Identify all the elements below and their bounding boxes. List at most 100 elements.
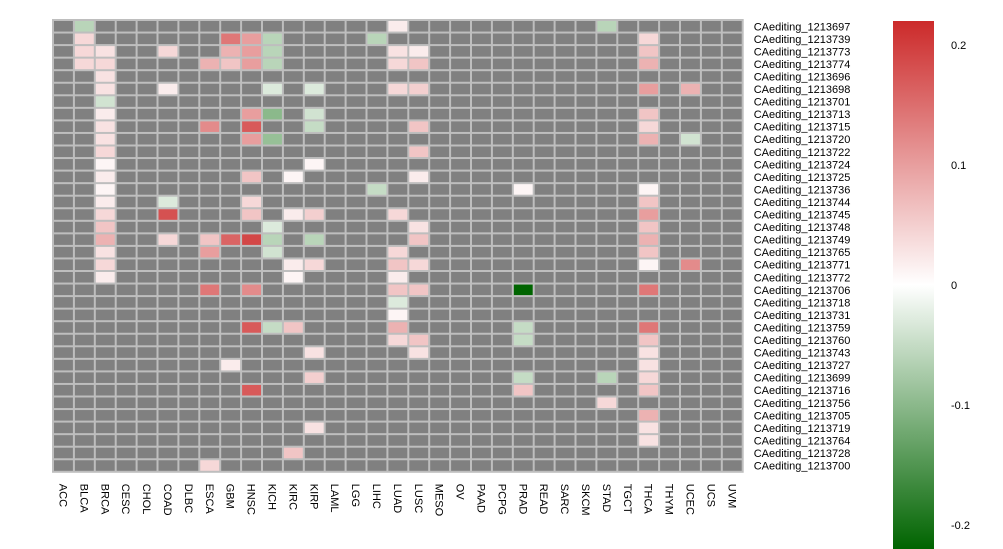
heatmap-cell: CAediting_1213701 / BLCA: NA — [74, 96, 94, 107]
row-label: CAediting_1213706 — [754, 285, 851, 297]
heatmap-cell: CAediting_1213773 / LIHC: NA — [367, 46, 387, 57]
heatmap-cell: CAediting_1213698 / UCEC: 0.08 — [681, 83, 700, 95]
heatmap-cell: CAediting_1213749 / OV: NA — [451, 234, 470, 245]
heatmap-cell: CAediting_1213699 / DLBC: NA — [179, 372, 199, 383]
heatmap-cell: CAediting_1213745 / ACC: NA — [54, 209, 73, 220]
heatmap-cell: CAediting_1213700 / CHOL: NA — [137, 460, 157, 471]
heatmap-cell: CAediting_1213749 / COAD: 0.04 — [158, 234, 178, 245]
heatmap-cell: CAediting_1213756 / COAD: NA — [158, 397, 178, 409]
heatmap-cell: CAediting_1213760 / BRCA: NA — [95, 334, 115, 346]
heatmap-cell: CAediting_1213719 / LIHC: NA — [367, 422, 387, 434]
heatmap-cell: CAediting_1213748 / READ: NA — [534, 221, 554, 233]
heatmap-cell: CAediting_1213736 / OV: NA — [451, 184, 470, 195]
heatmap-cell: CAediting_1213772 / CESC: NA — [116, 272, 136, 283]
heatmap-cell: CAediting_1213719 / BRCA: NA — [95, 422, 115, 434]
heatmap-cell: CAediting_1213720 / SKCM: NA — [576, 133, 596, 145]
heatmap-cell: CAediting_1213765 / BRCA: 0.03 — [95, 246, 115, 258]
heatmap-cell: CAediting_1213728 / PAAD: NA — [472, 447, 491, 459]
heatmap-cell: CAediting_1213765 / UVM: NA — [722, 246, 742, 258]
heatmap-cell: CAediting_1213728 / PRAD: NA — [513, 447, 533, 459]
heatmap-cell: CAediting_1213743 / BLCA: NA — [74, 347, 94, 358]
heatmap-cell: CAediting_1213773 / UCEC: NA — [681, 46, 700, 57]
heatmap-cell: CAediting_1213705 / SKCM: NA — [576, 410, 596, 421]
heatmap-cell: CAediting_1213722 / TGCT: NA — [618, 146, 638, 158]
heatmap-cell: CAediting_1213743 / MESO: NA — [430, 347, 450, 358]
heatmap-cell: CAediting_1213727 / PRAD: NA — [513, 359, 533, 371]
heatmap-cell: CAediting_1213724 / THYM: NA — [660, 159, 679, 170]
heatmap-cell: CAediting_1213756 / PAAD: NA — [472, 397, 491, 409]
heatmap-cell: CAediting_1213718 / STAD: NA — [597, 297, 617, 308]
heatmap-cell: CAediting_1213706 / LAML: NA — [325, 284, 345, 296]
heatmap-cell: CAediting_1213696 / UCEC: NA — [681, 71, 700, 82]
heatmap-cell: CAediting_1213701 / READ: NA — [534, 96, 554, 107]
heatmap-cell: CAediting_1213716 / PRAD: 0.06 — [513, 384, 533, 396]
heatmap-cell: CAediting_1213728 / LIHC: NA — [367, 447, 387, 459]
heatmap-cell: CAediting_1213745 / PAAD: NA — [472, 209, 491, 220]
heatmap-cell: CAediting_1213713 / MESO: NA — [430, 108, 450, 120]
heatmap-cell: CAediting_1213699 / THYM: NA — [660, 372, 679, 383]
heatmap-cell: CAediting_1213716 / MESO: NA — [430, 384, 450, 396]
heatmap-cell: CAediting_1213698 / DLBC: NA — [179, 83, 199, 95]
heatmap-cell: CAediting_1213700 / TGCT: NA — [618, 460, 638, 471]
heatmap-cell: CAediting_1213698 / KIRC: NA — [283, 83, 303, 95]
heatmap-cell: CAediting_1213719 / OV: NA — [451, 422, 470, 434]
heatmap-cell: CAediting_1213749 / TGCT: NA — [618, 234, 638, 245]
heatmap-cell: CAediting_1213715 / THYM: NA — [660, 121, 679, 132]
column-label: SARC — [558, 484, 570, 515]
heatmap-cell: CAediting_1213744 / BRCA: 0.02 — [95, 196, 115, 208]
heatmap-cell: CAediting_1213697 / MESO: NA — [430, 21, 450, 32]
heatmap-cell: CAediting_1213700 / HNSC: NA — [242, 460, 261, 471]
heatmap-cell: CAediting_1213725 / COAD: NA — [158, 171, 178, 183]
heatmap-cell: CAediting_1213743 / SARC: NA — [555, 347, 575, 358]
heatmap-cell: CAediting_1213756 / LIHC: NA — [367, 397, 387, 409]
heatmap-cell: CAediting_1213718 / ACC: NA — [54, 297, 73, 308]
heatmap-cell: CAediting_1213701 / GBM: NA — [221, 96, 241, 107]
heatmap-cell: CAediting_1213718 / PAAD: NA — [472, 297, 491, 308]
heatmap-cell: CAediting_1213720 / SARC: NA — [555, 133, 575, 145]
heatmap-cell: CAediting_1213698 / LUAD: 0.04 — [388, 83, 408, 95]
heatmap-cell: CAediting_1213722 / CHOL: NA — [137, 146, 157, 158]
heatmap-cell: CAediting_1213743 / TGCT: NA — [618, 347, 638, 358]
heatmap-cell: CAediting_1213773 / BLCA: 0.04 — [74, 46, 94, 57]
heatmap-cell: CAediting_1213765 / KIRC: NA — [283, 246, 303, 258]
heatmap-cell: CAediting_1213759 / HNSC: 0.17 — [242, 322, 261, 333]
heatmap-cell: CAediting_1213705 / KIRP: NA — [304, 410, 324, 421]
legend-tick-label: 0.1 — [951, 160, 966, 172]
heatmap-cell: CAediting_1213759 / DLBC: NA — [179, 322, 199, 333]
heatmap-cell: CAediting_1213772 / BLCA: NA — [74, 272, 94, 283]
heatmap-cell: CAediting_1213713 / TGCT: NA — [618, 108, 638, 120]
heatmap-cell: CAediting_1213759 / PRAD: -0.05 — [513, 322, 533, 333]
heatmap-cell: CAediting_1213697 / DLBC: NA — [179, 21, 199, 32]
heatmap-cell: CAediting_1213725 / BLCA: NA — [74, 171, 94, 183]
heatmap-cell: CAediting_1213701 / UCS: NA — [701, 96, 721, 107]
heatmap-cell: CAediting_1213698 / CESC: NA — [116, 83, 136, 95]
heatmap-cell: CAediting_1213705 / ACC: NA — [54, 410, 73, 421]
heatmap-cell: CAediting_1213720 / UCS: NA — [701, 133, 721, 145]
heatmap-cell: CAediting_1213744 / BLCA: NA — [74, 196, 94, 208]
heatmap-cell: CAediting_1213774 / PCPG: NA — [492, 58, 512, 70]
heatmap-cell: CAediting_1213699 / BRCA: NA — [95, 372, 115, 383]
heatmap-cell: CAediting_1213748 / SKCM: NA — [576, 221, 596, 233]
heatmap-cell: CAediting_1213759 / COAD: NA — [158, 322, 178, 333]
heatmap-cell: CAediting_1213696 / ESCA: NA — [200, 71, 220, 82]
heatmap-cell: CAediting_1213771 / STAD: NA — [597, 259, 617, 270]
heatmap-cell: CAediting_1213764 / KICH: NA — [263, 435, 282, 446]
heatmap-cell: CAediting_1213696 / TGCT: NA — [618, 71, 638, 82]
heatmap-cell: CAediting_1213719 / KICH: NA — [263, 422, 282, 434]
heatmap-cell: CAediting_1213697 / KIRC: NA — [283, 21, 303, 32]
heatmap-cell: CAediting_1213716 / SKCM: NA — [576, 384, 596, 396]
heatmap-cell: CAediting_1213701 / KIRC: NA — [283, 96, 303, 107]
heatmap-cell: CAediting_1213745 / UVM: NA — [722, 209, 742, 220]
row-label: CAediting_1213705 — [754, 410, 851, 422]
heatmap-cell: CAediting_1213731 / PAAD: NA — [472, 309, 491, 321]
heatmap-cell: CAediting_1213744 / KIRP: NA — [304, 196, 324, 208]
heatmap-cell: CAediting_1213773 / PAAD: NA — [472, 46, 491, 57]
heatmap-cell: CAediting_1213748 / THCA: 0.06 — [639, 221, 659, 233]
heatmap-cell: CAediting_1213705 / UCS: NA — [701, 410, 721, 421]
heatmap-cell: CAediting_1213728 / LUAD: NA — [388, 447, 408, 459]
heatmap-cell: CAediting_1213719 / SKCM: NA — [576, 422, 596, 434]
heatmap-cell: CAediting_1213731 / KICH: NA — [263, 309, 282, 321]
heatmap-cell: CAediting_1213701 / ESCA: NA — [200, 96, 220, 107]
heatmap-cell: CAediting_1213722 / PAAD: NA — [472, 146, 491, 158]
heatmap-cell: CAediting_1213697 / ESCA: NA — [200, 21, 220, 32]
